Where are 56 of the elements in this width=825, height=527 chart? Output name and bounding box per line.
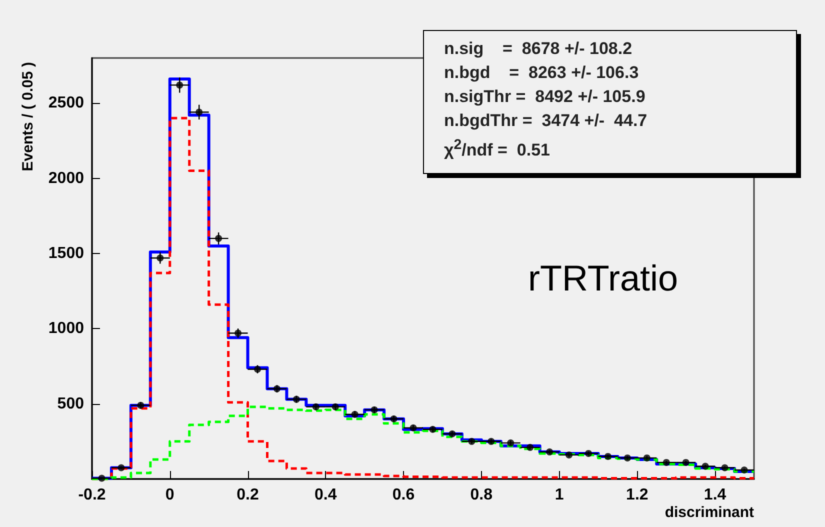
point [546,448,554,456]
x-tick-label: 0.8 [470,486,493,504]
y-tick-label: 2500 [48,94,84,112]
annotation: χ$^{2}$/ndf = 0.51 [444,136,552,162]
point [332,403,339,410]
point [604,452,612,460]
point [488,438,495,445]
point [448,430,456,438]
y-tick-label: 500 [57,395,84,412]
point [643,454,650,462]
point [682,458,690,466]
point [390,415,398,422]
point [662,458,670,466]
point [98,474,106,482]
point [585,450,592,457]
point [234,330,242,337]
x-tick-label: 1.2 [626,486,648,504]
point [624,454,631,462]
y-tick-label: 1500 [48,244,84,262]
x-tick-label: 0.4 [314,486,337,504]
point [118,464,125,472]
x-tick-label: 0 [165,486,174,504]
point [526,444,534,451]
x-tick-label: -0.2 [78,486,106,504]
x-tick-label: 1.4 [704,486,726,504]
point [410,424,417,432]
y-axis-title: Events / ( 0.05 ) [20,62,36,172]
point [721,464,728,472]
annotation: n.bgd = 8263 +/- 106.3 [444,62,640,84]
annotation: n.sigThr = 8492 +/- 105.9 [444,86,646,108]
x-tick-label: 0.6 [392,486,415,504]
point [254,366,261,373]
point [273,385,280,392]
point [156,254,164,262]
point [370,406,378,414]
point [351,410,358,418]
point [215,234,222,242]
text: n.sig = 8678 +/- 108.2 [444,39,632,58]
point [292,396,300,403]
x-tick-label: 1 [554,486,564,504]
point [740,466,748,474]
point [137,402,144,409]
x-axis-title: discriminant [664,504,754,521]
point [468,438,476,445]
point [312,403,320,410]
x-tick-label: 0.2 [236,486,259,504]
point [196,108,203,116]
point [429,426,436,433]
annotation: n.bgdThr = 3474 +/- 44.7 [444,110,648,132]
point [566,451,573,458]
point [702,462,709,470]
y-tick-label: 2000 [48,170,84,187]
point [507,439,514,446]
y-tick-label: 1000 [48,320,84,338]
annotation: rTRTratio [528,258,678,298]
point [176,82,184,89]
